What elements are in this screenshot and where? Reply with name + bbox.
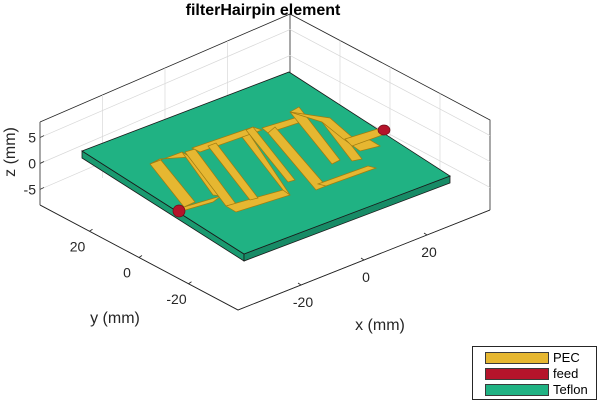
legend-label: Teflon [553,382,588,397]
pec-hairpin-traces [149,106,389,214]
legend-swatch [485,368,549,380]
y-tick-mark [138,255,143,258]
pec-mid-hairpin-right [245,126,296,183]
x-axis-label: x (mm) [355,317,405,334]
y-tick-mark [89,228,93,232]
legend-entry-pec: PEC [473,350,596,366]
y-tick-label: -20 [166,291,186,307]
y-tick-mark [188,281,192,285]
x-tick-mark [423,232,428,236]
x-tick-label: 20 [421,244,437,260]
x-axis-ticks: -20 0 20 [293,232,437,310]
legend-entry-teflon: Teflon [473,382,596,398]
x-tick-mark [297,282,302,286]
x-tick-label: -20 [293,294,313,310]
z-tick-mark [39,161,45,164]
y-tick-label: 20 [70,238,86,254]
y-tick-label: 0 [123,265,131,281]
grid-line-z [39,55,491,164]
grid-line-z [39,29,491,138]
x-tick-mark [360,257,365,261]
z-tick-label: 5 [28,130,36,146]
z-axis-ticks: -5 0 5 [24,130,45,197]
pec-right-hairpin-left [207,142,259,201]
feed-port-left [172,204,186,218]
chart-title: filterHairpin element [186,2,341,19]
x-tick-label: 0 [362,269,370,285]
legend-swatch [485,352,549,364]
z-tick-mark [39,135,45,138]
legend-label: PEC [553,350,580,365]
z-tick-label: -5 [24,181,37,197]
z-tick-mark [39,187,45,190]
legend-entry-feed: feed [473,366,596,382]
z-axis-label: z (mm) [2,127,19,177]
feed-port-right [377,124,391,136]
pec-right-hairpin-top [289,106,341,165]
y-axis-label: y (mm) [90,310,140,327]
pec-right-hairpin-bottom [316,165,378,187]
legend-label: feed [553,366,579,381]
y-axis-ticks: -20 0 20 [70,228,192,307]
legend-swatch [485,384,549,396]
legend: PEC feed Teflon [472,346,597,400]
z-tick-label: 0 [28,156,36,172]
